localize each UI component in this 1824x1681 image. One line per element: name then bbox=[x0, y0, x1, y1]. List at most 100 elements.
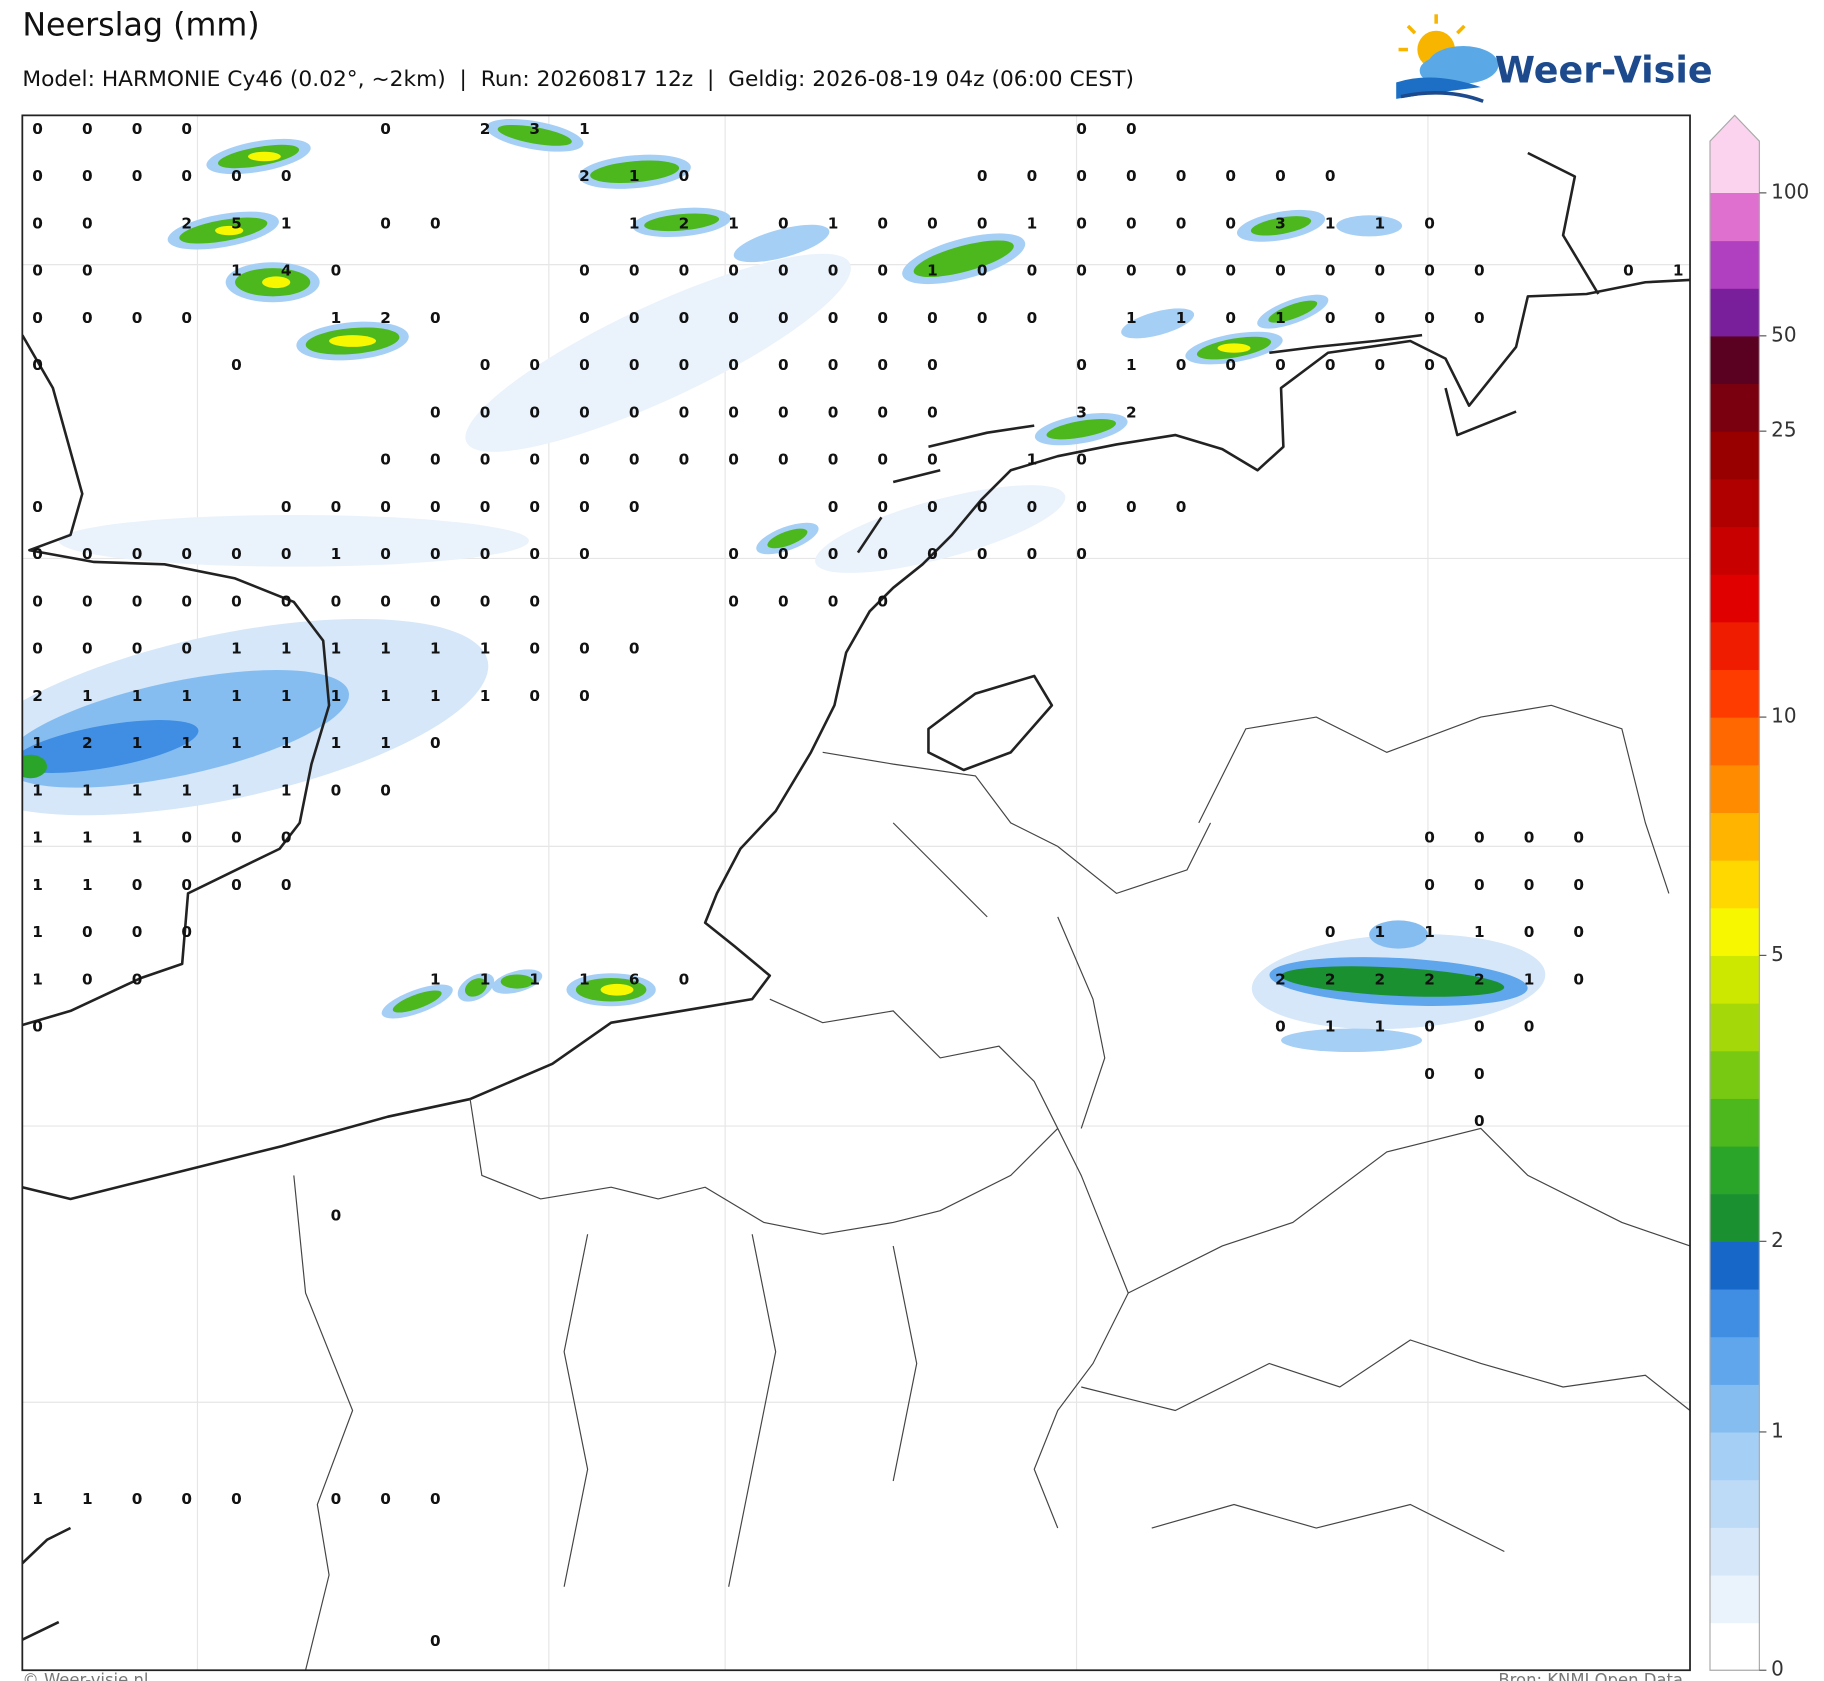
precip-value: 0 bbox=[430, 545, 441, 563]
precip-value: 0 bbox=[281, 167, 292, 185]
subtitle: Model: HARMONIE Cy46 (0.02°, ~2km) | Run… bbox=[22, 67, 1134, 92]
precip-value: 0 bbox=[728, 262, 739, 280]
precip-value: 0 bbox=[1325, 923, 1336, 941]
precip-value: 0 bbox=[331, 262, 342, 280]
precip-value: 0 bbox=[1027, 262, 1038, 280]
colorbar-tick-label: 100 bbox=[1771, 179, 1809, 203]
precip-value: 0 bbox=[1424, 1065, 1435, 1083]
precip-value: 0 bbox=[430, 734, 441, 752]
precip-value: 1 bbox=[331, 734, 342, 752]
precip-value: 0 bbox=[1225, 167, 1236, 185]
precip-value: 0 bbox=[430, 403, 441, 421]
precip-value: 0 bbox=[430, 498, 441, 516]
precip-value: 0 bbox=[380, 451, 391, 469]
precip-value: 0 bbox=[877, 309, 888, 327]
precip-value: 1 bbox=[1325, 1018, 1336, 1036]
precip-value: 0 bbox=[877, 498, 888, 516]
precip-value: 1 bbox=[231, 640, 242, 658]
precip-value: 0 bbox=[82, 970, 93, 988]
precip-value: 0 bbox=[629, 262, 640, 280]
precip-value: 2 bbox=[579, 167, 590, 185]
precip-value: 0 bbox=[828, 309, 839, 327]
precip-value: 2 bbox=[82, 734, 93, 752]
precip-value: 0 bbox=[877, 592, 888, 610]
precip-value: 0 bbox=[82, 120, 93, 138]
precip-value: 2 bbox=[679, 214, 690, 232]
precip-value: 0 bbox=[1076, 498, 1087, 516]
precip-value: 0 bbox=[480, 403, 491, 421]
precip-value: 0 bbox=[380, 1490, 391, 1508]
precip-value: 0 bbox=[281, 545, 292, 563]
colorbar-tick-label: 50 bbox=[1771, 322, 1796, 346]
precip-value: 0 bbox=[132, 970, 143, 988]
precip-value: 0 bbox=[1424, 262, 1435, 280]
precip-value: 0 bbox=[579, 640, 590, 658]
precip-value: 1 bbox=[529, 970, 540, 988]
precip-value: 0 bbox=[778, 545, 789, 563]
colorbar-tick-label: 5 bbox=[1771, 942, 1784, 966]
precip-value: 0 bbox=[877, 545, 888, 563]
precip-value: 0 bbox=[1325, 309, 1336, 327]
colorbar-band bbox=[1710, 526, 1760, 575]
precip-value: 0 bbox=[1076, 545, 1087, 563]
precip-value: 0 bbox=[231, 876, 242, 894]
precip-value: 0 bbox=[132, 167, 143, 185]
precip-value: 1 bbox=[32, 781, 43, 799]
colorbar-band bbox=[1710, 240, 1760, 289]
precip-value: 1 bbox=[181, 687, 192, 705]
precip-value: 0 bbox=[1424, 214, 1435, 232]
precip-value: 0 bbox=[231, 592, 242, 610]
precip-value: 0 bbox=[927, 403, 938, 421]
colorbar-band bbox=[1710, 955, 1760, 1004]
precip-value: 0 bbox=[579, 498, 590, 516]
precip-value: 0 bbox=[1176, 214, 1187, 232]
colorbar-tick-label: 2 bbox=[1771, 1228, 1784, 1252]
precip-value: 0 bbox=[132, 545, 143, 563]
precip-value: 3 bbox=[1275, 214, 1286, 232]
precip-value: 0 bbox=[1176, 167, 1187, 185]
precip-value: 0 bbox=[32, 498, 43, 516]
precip-value: 0 bbox=[529, 687, 540, 705]
precip-value: 0 bbox=[927, 498, 938, 516]
precip-value: 0 bbox=[1375, 309, 1386, 327]
precip-value: 2 bbox=[480, 120, 491, 138]
precip-value: 0 bbox=[231, 829, 242, 847]
precip-value: 0 bbox=[132, 1490, 143, 1508]
precip-value: 0 bbox=[1076, 120, 1087, 138]
colorbar-tick-label: 10 bbox=[1771, 704, 1796, 728]
precip-value: 1 bbox=[1275, 309, 1286, 327]
precip-value: 0 bbox=[977, 262, 988, 280]
precip-value: 0 bbox=[927, 309, 938, 327]
precip-value: 3 bbox=[529, 120, 540, 138]
precip-value: 1 bbox=[430, 640, 441, 658]
precip-value: 0 bbox=[579, 309, 590, 327]
precip-value: 0 bbox=[132, 592, 143, 610]
precip-value: 0 bbox=[1225, 214, 1236, 232]
precip-value: 4 bbox=[281, 262, 292, 280]
colorbar-band bbox=[1710, 478, 1760, 528]
precip-value: 1 bbox=[281, 640, 292, 658]
precip-value: 0 bbox=[331, 1207, 342, 1225]
colorbar-band bbox=[1710, 1384, 1760, 1433]
precip-value: 1 bbox=[380, 734, 391, 752]
precip-value: 0 bbox=[1424, 356, 1435, 374]
precip-value: 0 bbox=[679, 356, 690, 374]
precip-value: 1 bbox=[231, 781, 242, 799]
precip-value: 1 bbox=[480, 970, 491, 988]
precip-value: 0 bbox=[231, 545, 242, 563]
precip-value: 0 bbox=[1076, 214, 1087, 232]
precip-value: 0 bbox=[529, 451, 540, 469]
precip-value: 0 bbox=[132, 120, 143, 138]
colorbar-band bbox=[1710, 1098, 1760, 1147]
precip-value: 0 bbox=[1275, 167, 1286, 185]
precip-value: 0 bbox=[331, 498, 342, 516]
precip-value: 6 bbox=[629, 970, 640, 988]
precip-value: 1 bbox=[281, 687, 292, 705]
precip-value: 1 bbox=[132, 687, 143, 705]
precip-value: 0 bbox=[1424, 876, 1435, 894]
precip-value: 0 bbox=[1325, 262, 1336, 280]
precip-value: 0 bbox=[529, 592, 540, 610]
precip-value: 0 bbox=[181, 1490, 192, 1508]
precip-value: 0 bbox=[629, 403, 640, 421]
precip-value: 0 bbox=[1524, 923, 1535, 941]
